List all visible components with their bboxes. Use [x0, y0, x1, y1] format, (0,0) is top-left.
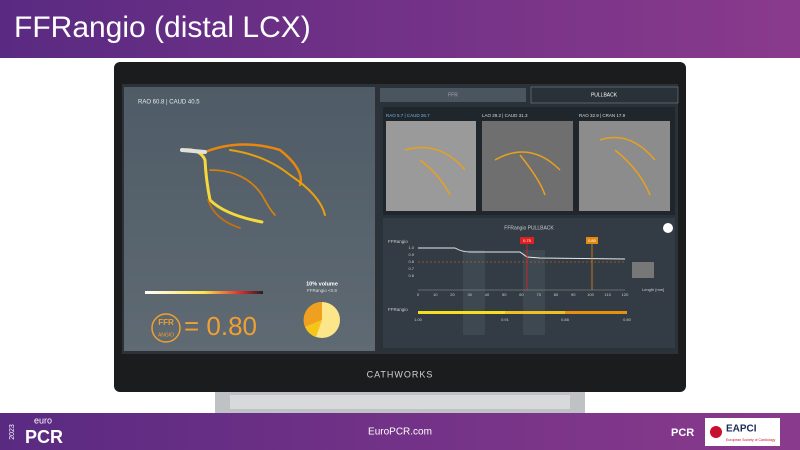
stand-grill [230, 395, 570, 409]
pullback-title: FFRangio PULLBACK [504, 225, 554, 231]
badge-top: FFR [158, 318, 174, 327]
y-axis-label: FFRangio [388, 239, 408, 244]
logo-main: PCR [25, 427, 63, 447]
eapci-icon [710, 426, 722, 438]
x-tick-label: 0 [417, 292, 420, 297]
x-axis-label: Length [mm] [642, 287, 664, 292]
x-tick-label: 20 [450, 292, 455, 297]
color-scale [145, 291, 263, 294]
x-tick-label: 80 [554, 292, 559, 297]
tab[interactable] [380, 88, 526, 102]
x-tick-label: 90 [571, 292, 576, 297]
y-tick-label: 0.7 [408, 266, 414, 271]
orange-marker-label: 0.80 [588, 238, 597, 243]
volume-slice [303, 301, 322, 327]
red-marker-label: 0.75 [523, 238, 532, 243]
x-tick-label: 110 [605, 292, 612, 297]
red-marker-box [520, 237, 534, 244]
footer-url: EuroPCR.com [368, 427, 432, 438]
slide-title: FFRangio (distal LCX) [14, 11, 311, 44]
segment-band [463, 250, 485, 335]
y-tick-label: 0.8 [408, 259, 414, 264]
tab-active[interactable] [530, 86, 679, 104]
bar-value: 0.88 [561, 317, 570, 322]
ffr-bar [505, 311, 565, 314]
x-tick-label: 70 [537, 292, 542, 297]
ffr-bar [418, 311, 505, 314]
image-label: RAO 32.9 | CRAN 17.9 [579, 113, 626, 118]
x-tick-label: 10 [433, 292, 438, 297]
logo-year: 2023 [9, 424, 16, 440]
banner [0, 0, 800, 58]
vessel-tree [180, 143, 326, 229]
x-tick-label: 30 [468, 292, 473, 297]
x-tick-label: 120 [622, 292, 629, 297]
orange-marker-box [586, 237, 598, 244]
bar-value: 1.00 [414, 317, 423, 322]
brand: CATHWORKS [367, 369, 434, 379]
y-tick-label: 1.0 [408, 245, 414, 250]
image-label: LAO 29.2 | CAUD 31.3 [482, 113, 528, 118]
bar-label: FFRangio [388, 307, 408, 312]
y-tick-label: 0.9 [408, 252, 414, 257]
pullback-curve [418, 247, 626, 260]
volume-sub: FFRangio <0.8 [307, 288, 337, 293]
volume-label: 10% volume [306, 281, 338, 287]
x-tick-label: 40 [485, 292, 490, 297]
partner-sub: European Society of Cardiology [726, 438, 775, 442]
volume-slice [305, 320, 322, 337]
image-label: RAO 5.7 | CAUD 26.7 [386, 113, 430, 118]
x-tick-label: 100 [587, 292, 594, 297]
ffr-badge [151, 313, 181, 343]
partner-pcr: PCR [671, 427, 694, 439]
partner-eapci: EAPCI [726, 424, 757, 435]
angio-images [386, 121, 670, 211]
x-tick-label: 60 [519, 292, 524, 297]
logo-top: euro [34, 415, 52, 425]
ffr-result: = 0.80 [184, 311, 257, 341]
scroll-control[interactable] [632, 262, 654, 278]
tab-label[interactable]: FFR [448, 92, 458, 98]
bar-value: 0.91 [501, 317, 510, 322]
badge-bottom: ANGIO [158, 332, 174, 338]
tab-label[interactable]: PULLBACK [591, 92, 618, 98]
x-tick-label: 50 [502, 292, 507, 297]
y-tick-label: 0.6 [408, 273, 414, 278]
menu-button[interactable] [663, 223, 673, 233]
view-label: RAO 60.8 | CAUD 40.5 [138, 100, 200, 106]
ffr-bar [565, 311, 627, 314]
segment-band [523, 250, 545, 335]
bar-value: 0.80 [623, 317, 632, 322]
footer-bar [0, 413, 800, 450]
